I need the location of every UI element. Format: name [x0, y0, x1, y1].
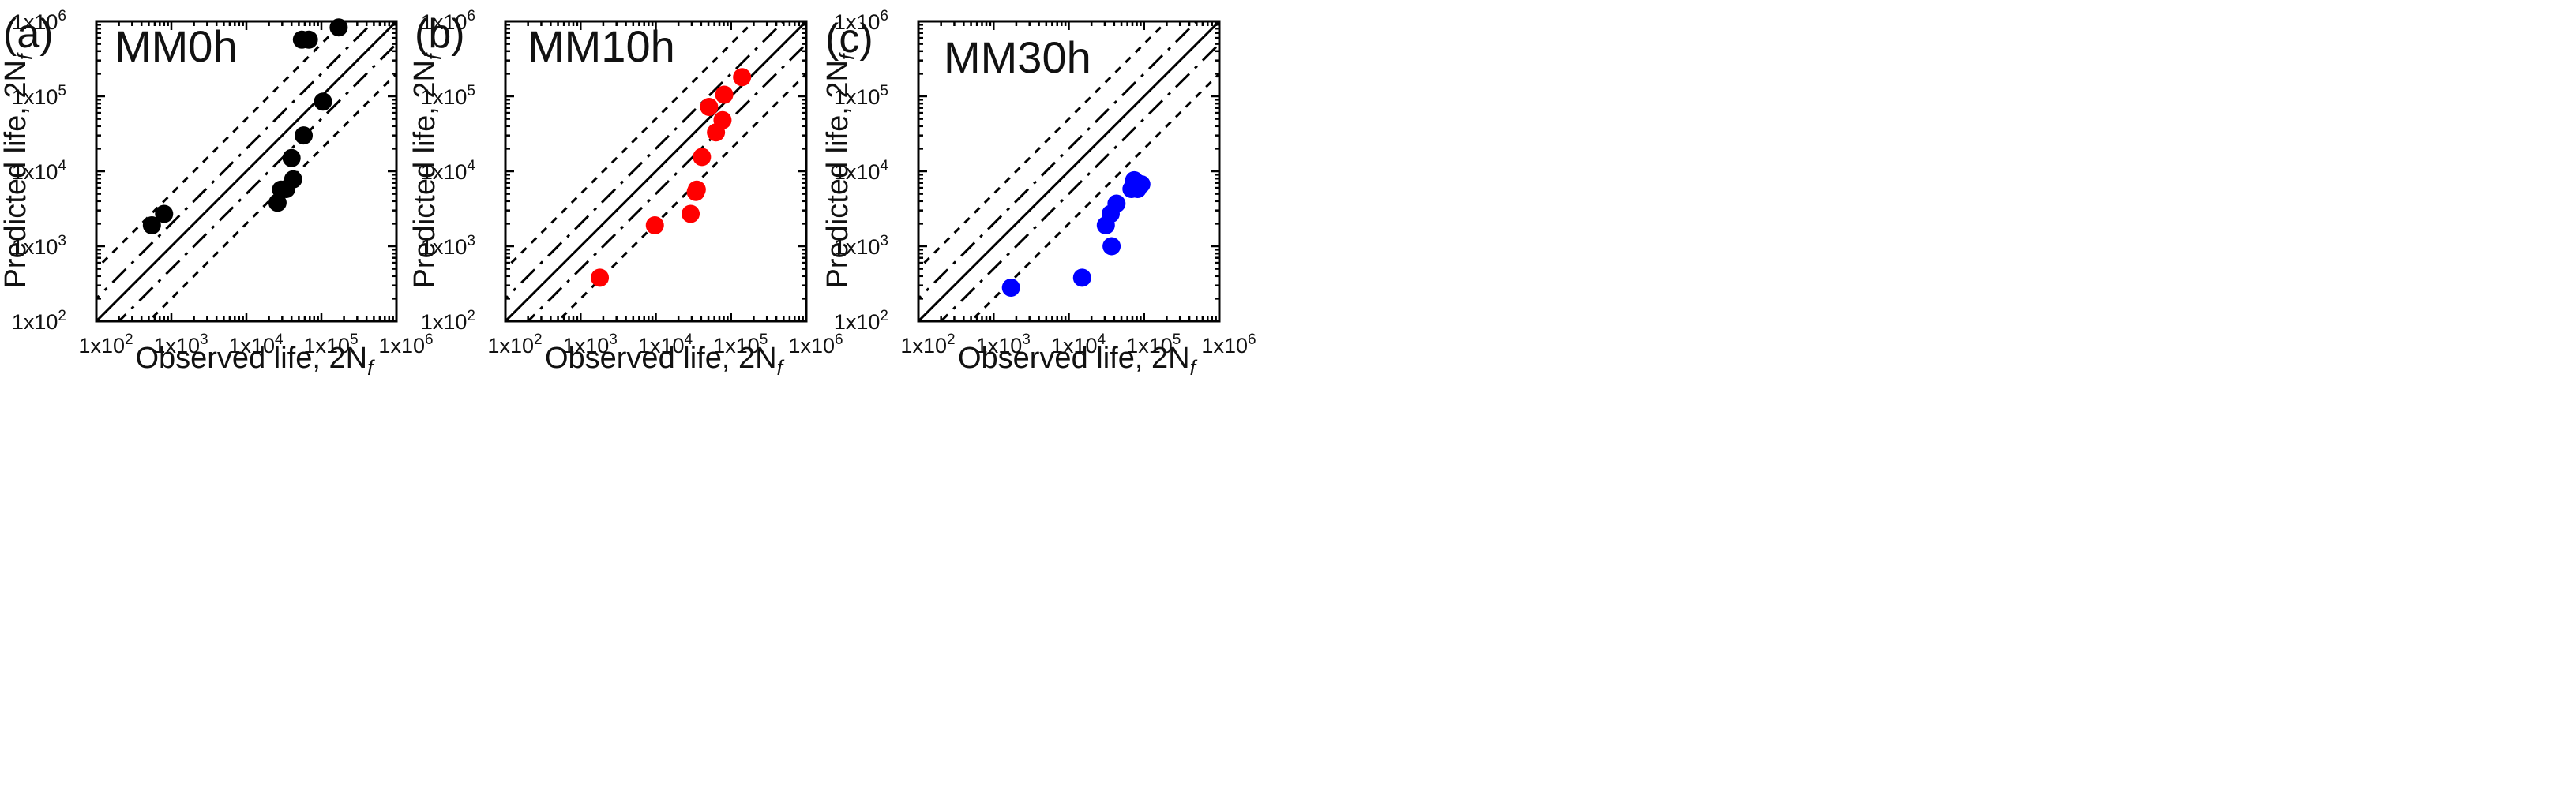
y-tick-label: 1x103 [12, 233, 66, 259]
data-point [1072, 268, 1091, 287]
factor-5-band-line [147, 72, 396, 321]
x-tick-label: 1x104 [1051, 331, 1106, 358]
y-tick-label: 1x102 [12, 308, 66, 334]
data-series [591, 68, 752, 287]
y-axis-label: Predicted life, 2Nf [821, 52, 859, 288]
panel-label: (b) [415, 11, 465, 57]
factor-5-band-line [96, 21, 346, 271]
x-tick-label: 1x106 [378, 331, 433, 358]
chart-panel-2: 1x102 1x102 1x103 1x103 1x104 1x104 1x105 1x105… [408, 8, 843, 380]
x-tick-label: 1x103 [153, 331, 208, 358]
x-tick-label: 1x103 [976, 331, 1031, 358]
data-point [645, 216, 664, 235]
x-axis-label: Observed life, 2Nf [135, 342, 375, 380]
data-point [733, 68, 752, 87]
factor-2-band-line [939, 42, 1219, 321]
y-axis-label: Predicted life, 2Nf [408, 52, 446, 288]
data-point [682, 204, 700, 223]
y-tick-label: 1x106 [421, 8, 475, 34]
y-axis-label: Predicted life, 2Nf [0, 52, 37, 288]
data-point [700, 98, 719, 117]
data-point [591, 268, 610, 287]
x-tick-label: 1x102 [487, 331, 542, 358]
x-tick-label: 1x105 [1126, 331, 1181, 358]
factor-5-band-line [969, 72, 1219, 321]
y-tick-label: 1x102 [834, 308, 888, 334]
data-point [284, 170, 302, 189]
x-tick-label: 1x106 [1201, 331, 1256, 358]
y-tick-label: 1x104 [12, 158, 67, 184]
y-tick-label: 1x105 [834, 83, 888, 109]
x-tick-label: 1x102 [900, 331, 955, 358]
panel-title: MM10h [528, 21, 675, 71]
factor-2-band-line [918, 21, 1199, 301]
factor-2-band-line [526, 42, 806, 321]
y-tick-label: 1x105 [421, 83, 475, 109]
reference-lines [96, 21, 396, 321]
factor-2-band-line [505, 21, 786, 301]
data-point [693, 148, 712, 167]
one-to-one-line [96, 21, 396, 321]
x-tick-label: 1x103 [563, 331, 618, 358]
y-tick-label: 1x105 [12, 83, 66, 109]
x-tick-label: 1x102 [78, 331, 133, 358]
panel-label: (a) [3, 11, 54, 57]
x-tick-label: 1x104 [638, 331, 693, 358]
y-tick-label: 1x103 [834, 233, 888, 259]
data-point [299, 30, 318, 49]
data-point [314, 92, 332, 111]
data-point [1132, 175, 1151, 194]
x-tick-label: 1x105 [713, 331, 768, 358]
data-point [1001, 279, 1020, 298]
panel-title: MM30h [944, 32, 1091, 82]
y-tick-label: 1x102 [421, 308, 475, 334]
x-tick-label: 1x105 [303, 331, 358, 358]
data-point [715, 85, 734, 104]
data-point [142, 216, 161, 235]
y-tick-label: 1x106 [834, 8, 888, 34]
data-point [713, 110, 732, 129]
x-axis-label: Observed life, 2Nf [958, 342, 1198, 380]
y-tick-label: 1x104 [834, 158, 889, 184]
chart-panel-1: 1x102 1x102 1x103 1x103 1x104 1x104 1x105 1x105… [0, 8, 434, 380]
reference-lines [918, 21, 1219, 321]
x-tick-label: 1x106 [788, 331, 843, 358]
data-point [295, 126, 314, 145]
data-point [1102, 237, 1121, 256]
data-point [329, 18, 348, 37]
data-point [155, 204, 174, 223]
y-tick-label: 1x104 [421, 158, 476, 184]
y-tick-label: 1x103 [421, 233, 475, 259]
factor-5-band-line [918, 21, 1169, 271]
data-point [687, 180, 706, 199]
factor-5-band-line [505, 21, 756, 271]
chart-panel-3: 1x102 1x102 1x103 1x103 1x104 1x104 1x105 1x105… [821, 8, 1256, 380]
x-tick-label: 1x104 [228, 331, 284, 358]
data-point [282, 148, 301, 167]
one-to-one-line [918, 21, 1219, 321]
factor-2-band-line [96, 21, 376, 301]
data-point [1107, 194, 1126, 213]
y-tick-label: 1x106 [12, 8, 66, 34]
x-axis-label: Observed life, 2Nf [545, 342, 785, 380]
data-series [142, 18, 348, 235]
panel-title: MM0h [115, 21, 238, 71]
one-to-one-line [505, 21, 806, 321]
data-series [1001, 170, 1151, 298]
panel-label: (c) [825, 16, 873, 62]
